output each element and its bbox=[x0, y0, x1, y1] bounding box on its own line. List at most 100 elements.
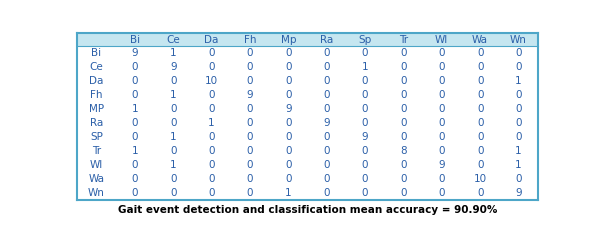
Text: 0: 0 bbox=[477, 118, 484, 128]
Text: 0: 0 bbox=[400, 118, 407, 128]
Text: 0: 0 bbox=[477, 90, 484, 100]
Text: 0: 0 bbox=[323, 62, 330, 72]
Text: 0: 0 bbox=[208, 146, 215, 156]
Text: 8: 8 bbox=[400, 146, 407, 156]
Text: 0: 0 bbox=[170, 174, 176, 184]
Text: 0: 0 bbox=[247, 118, 253, 128]
Text: Tr: Tr bbox=[399, 35, 408, 45]
Text: 0: 0 bbox=[362, 104, 368, 114]
Text: 1: 1 bbox=[170, 48, 176, 58]
Text: Ce: Ce bbox=[166, 35, 180, 45]
Text: 0: 0 bbox=[208, 188, 215, 198]
Text: 0: 0 bbox=[247, 160, 253, 170]
Text: Wl: Wl bbox=[435, 35, 448, 45]
Text: 1: 1 bbox=[285, 188, 292, 198]
Text: 9: 9 bbox=[323, 118, 330, 128]
Text: 0: 0 bbox=[477, 62, 484, 72]
Text: 0: 0 bbox=[400, 132, 407, 142]
Text: 1: 1 bbox=[515, 160, 522, 170]
Text: 0: 0 bbox=[400, 160, 407, 170]
Text: 1: 1 bbox=[170, 132, 176, 142]
Text: 0: 0 bbox=[131, 90, 138, 100]
Text: 0: 0 bbox=[439, 146, 445, 156]
Text: 1: 1 bbox=[362, 62, 368, 72]
Text: 0: 0 bbox=[285, 76, 292, 86]
Text: 9: 9 bbox=[515, 188, 522, 198]
Text: 9: 9 bbox=[247, 90, 253, 100]
Text: 0: 0 bbox=[439, 132, 445, 142]
Text: 0: 0 bbox=[208, 48, 215, 58]
Text: 0: 0 bbox=[247, 48, 253, 58]
Text: 0: 0 bbox=[515, 174, 522, 184]
Text: 0: 0 bbox=[515, 90, 522, 100]
Text: SP: SP bbox=[90, 132, 103, 142]
Text: 0: 0 bbox=[362, 118, 368, 128]
Text: 0: 0 bbox=[400, 188, 407, 198]
Text: Ce: Ce bbox=[89, 62, 103, 72]
Text: 0: 0 bbox=[131, 62, 138, 72]
Text: 1: 1 bbox=[131, 104, 138, 114]
Text: 0: 0 bbox=[515, 132, 522, 142]
Text: 9: 9 bbox=[439, 160, 445, 170]
Text: 0: 0 bbox=[477, 76, 484, 86]
Text: 0: 0 bbox=[285, 48, 292, 58]
Text: 9: 9 bbox=[131, 48, 138, 58]
Text: 0: 0 bbox=[477, 160, 484, 170]
Text: 0: 0 bbox=[170, 76, 176, 86]
Bar bbox=[77, 33, 538, 46]
Text: 0: 0 bbox=[515, 48, 522, 58]
Text: 0: 0 bbox=[400, 48, 407, 58]
Text: 0: 0 bbox=[439, 104, 445, 114]
Text: 0: 0 bbox=[285, 62, 292, 72]
Text: 0: 0 bbox=[515, 62, 522, 72]
Text: Ra: Ra bbox=[90, 118, 103, 128]
Text: Wn: Wn bbox=[88, 188, 105, 198]
Text: Tr: Tr bbox=[92, 146, 101, 156]
Text: 0: 0 bbox=[439, 90, 445, 100]
Text: 0: 0 bbox=[400, 62, 407, 72]
Text: 0: 0 bbox=[131, 76, 138, 86]
Text: 0: 0 bbox=[439, 118, 445, 128]
Text: 0: 0 bbox=[477, 132, 484, 142]
Text: Da: Da bbox=[205, 35, 219, 45]
Text: 0: 0 bbox=[323, 104, 330, 114]
Text: 0: 0 bbox=[285, 90, 292, 100]
Text: 0: 0 bbox=[247, 188, 253, 198]
Text: Sp: Sp bbox=[358, 35, 371, 45]
Text: 9: 9 bbox=[362, 132, 368, 142]
Text: 0: 0 bbox=[323, 132, 330, 142]
Text: 1: 1 bbox=[170, 160, 176, 170]
Text: 0: 0 bbox=[208, 104, 215, 114]
Text: 0: 0 bbox=[362, 76, 368, 86]
Text: Ra: Ra bbox=[320, 35, 334, 45]
Text: 0: 0 bbox=[515, 118, 522, 128]
Text: 0: 0 bbox=[208, 90, 215, 100]
Text: 0: 0 bbox=[439, 76, 445, 86]
Text: Wa: Wa bbox=[472, 35, 488, 45]
Text: 0: 0 bbox=[477, 104, 484, 114]
Text: Gait event detection and classification mean accuracy = 90.90%: Gait event detection and classification … bbox=[118, 205, 497, 215]
Text: 0: 0 bbox=[323, 76, 330, 86]
Text: 0: 0 bbox=[362, 90, 368, 100]
Text: 0: 0 bbox=[170, 188, 176, 198]
Text: 0: 0 bbox=[247, 62, 253, 72]
Text: 0: 0 bbox=[131, 160, 138, 170]
Text: 0: 0 bbox=[131, 174, 138, 184]
Text: 0: 0 bbox=[285, 132, 292, 142]
Text: 0: 0 bbox=[170, 146, 176, 156]
Text: 0: 0 bbox=[131, 132, 138, 142]
Text: 0: 0 bbox=[400, 104, 407, 114]
Text: Bi: Bi bbox=[130, 35, 140, 45]
Text: 0: 0 bbox=[208, 160, 215, 170]
Text: 0: 0 bbox=[323, 146, 330, 156]
Text: 0: 0 bbox=[208, 132, 215, 142]
Text: 0: 0 bbox=[247, 104, 253, 114]
Text: 0: 0 bbox=[285, 160, 292, 170]
Text: Wa: Wa bbox=[89, 174, 104, 184]
Text: 10: 10 bbox=[205, 76, 218, 86]
Text: 0: 0 bbox=[362, 48, 368, 58]
Text: 1: 1 bbox=[170, 90, 176, 100]
Text: 1: 1 bbox=[515, 76, 522, 86]
Text: 0: 0 bbox=[208, 62, 215, 72]
Text: 0: 0 bbox=[362, 174, 368, 184]
